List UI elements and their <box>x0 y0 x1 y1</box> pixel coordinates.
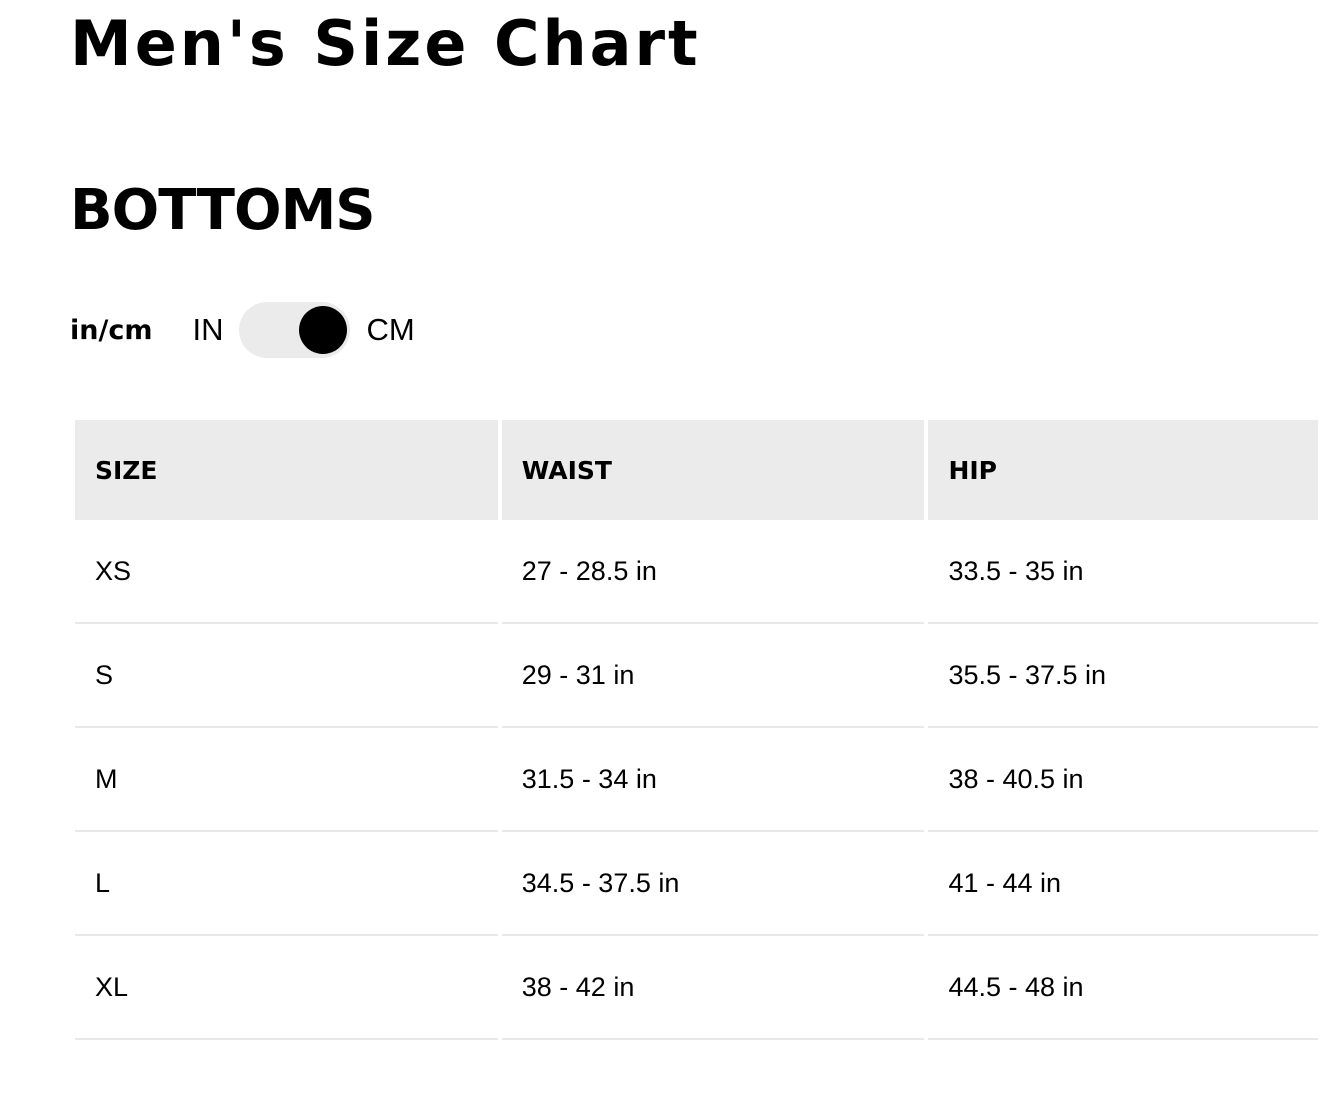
table-row: S 29 - 31 in 35.5 - 37.5 in <box>75 624 1318 728</box>
table-row: L 34.5 - 37.5 in 41 - 44 in <box>75 832 1318 936</box>
cell-waist: 29 - 31 in <box>501 624 925 728</box>
cell-hip: 35.5 - 37.5 in <box>928 624 1318 728</box>
unit-label: in/cm <box>70 314 153 346</box>
unit-option-cm[interactable]: CM <box>366 312 415 347</box>
cell-waist: 38 - 42 in <box>501 936 925 1040</box>
cell-size: XL <box>75 936 498 1040</box>
page-title: Men's Size Chart <box>70 7 701 80</box>
unit-switcher: in/cm IN CM <box>70 300 415 360</box>
unit-toggle[interactable] <box>239 302 351 358</box>
header-waist: WAIST <box>501 420 925 520</box>
cell-hip: 44.5 - 48 in <box>928 936 1318 1040</box>
cell-waist: 31.5 - 34 in <box>501 728 925 832</box>
header-size: SIZE <box>75 420 498 520</box>
header-hip: HIP <box>928 420 1318 520</box>
cell-hip: 33.5 - 35 in <box>928 520 1318 624</box>
table-row: M 31.5 - 34 in 38 - 40.5 in <box>75 728 1318 832</box>
cell-size: S <box>75 624 498 728</box>
cell-waist: 27 - 28.5 in <box>501 520 925 624</box>
cell-size: XS <box>75 520 498 624</box>
table-row: XS 27 - 28.5 in 33.5 - 35 in <box>75 520 1318 624</box>
section-heading: BOTTOMS <box>70 178 376 243</box>
toggle-knob <box>299 306 348 354</box>
table-header-row: SIZE WAIST HIP <box>75 420 1318 520</box>
cell-size: L <box>75 832 498 936</box>
cell-size: M <box>75 728 498 832</box>
cell-hip: 41 - 44 in <box>928 832 1318 936</box>
size-table: SIZE WAIST HIP XS 27 - 28.5 in 33.5 - 35 i… <box>71 420 1322 1040</box>
cell-waist: 34.5 - 37.5 in <box>501 832 925 936</box>
cell-hip: 38 - 40.5 in <box>928 728 1318 832</box>
unit-option-in[interactable]: IN <box>192 312 224 347</box>
table-row: XL 38 - 42 in 44.5 - 48 in <box>75 936 1318 1040</box>
